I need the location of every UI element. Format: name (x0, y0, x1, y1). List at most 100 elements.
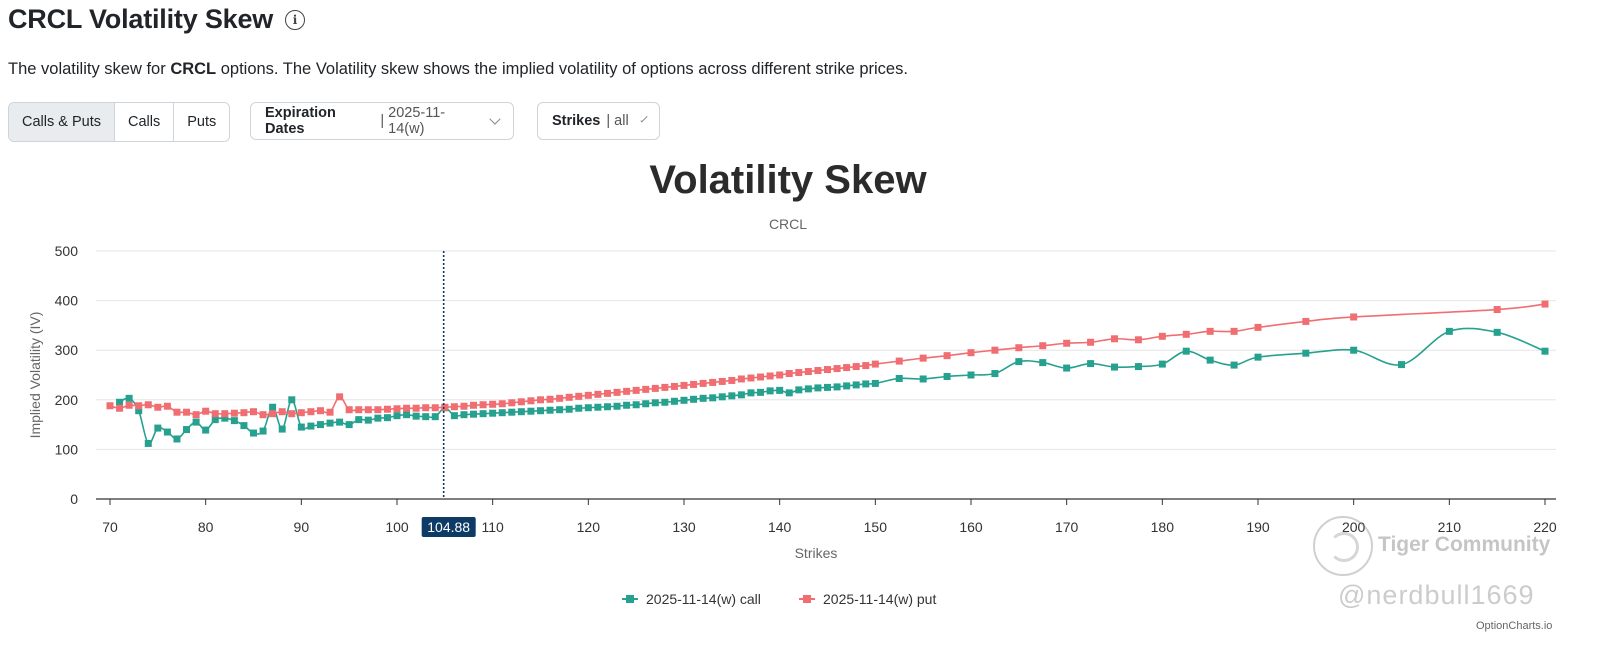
data-point[interactable] (297, 409, 305, 417)
data-point[interactable] (661, 383, 669, 391)
data-point[interactable] (804, 385, 812, 393)
data-point[interactable] (422, 413, 430, 421)
data-point[interactable] (364, 406, 372, 414)
strikes-dropdown[interactable]: Strikes | all (537, 102, 660, 140)
data-point[interactable] (824, 383, 831, 391)
data-point[interactable] (1015, 358, 1023, 366)
data-point[interactable] (431, 413, 439, 421)
data-point[interactable] (556, 406, 564, 414)
data-point[interactable] (288, 396, 296, 404)
data-point[interactable] (1541, 347, 1549, 355)
data-point[interactable] (450, 403, 458, 411)
data-point[interactable] (144, 401, 152, 409)
data-point[interactable] (546, 406, 554, 414)
data-point[interactable] (766, 387, 774, 395)
data-point[interactable] (565, 405, 573, 413)
data-point[interactable] (843, 382, 851, 390)
data-point[interactable] (460, 402, 468, 410)
data-point[interactable] (804, 368, 812, 376)
data-point[interactable] (135, 402, 143, 410)
data-point[interactable] (1350, 313, 1358, 321)
data-point[interactable] (183, 426, 191, 434)
data-point[interactable] (1063, 364, 1071, 372)
data-point[interactable] (814, 384, 822, 392)
data-point[interactable] (211, 416, 219, 424)
data-point[interactable] (1206, 356, 1214, 364)
data-point[interactable] (862, 380, 870, 388)
data-point[interactable] (852, 381, 860, 389)
data-point[interactable] (1206, 327, 1214, 335)
data-point[interactable] (852, 363, 860, 371)
data-point[interactable] (336, 393, 344, 401)
data-point[interactable] (537, 396, 544, 404)
data-point[interactable] (1039, 342, 1047, 350)
calls-button[interactable]: Calls (114, 103, 175, 141)
data-point[interactable] (632, 386, 640, 394)
data-point[interactable] (785, 370, 793, 378)
data-point[interactable] (709, 394, 717, 402)
data-point[interactable] (470, 401, 478, 409)
data-point[interactable] (623, 387, 631, 395)
data-point[interactable] (776, 371, 784, 379)
data-point[interactable] (460, 411, 468, 419)
data-point[interactable] (814, 367, 822, 375)
data-point[interactable] (737, 375, 745, 383)
data-point[interactable] (326, 408, 334, 416)
data-point[interactable] (757, 388, 765, 396)
data-point[interactable] (374, 414, 382, 422)
data-point[interactable] (862, 362, 870, 370)
data-point[interactable] (766, 372, 774, 380)
data-point[interactable] (747, 389, 755, 397)
data-point[interactable] (259, 411, 267, 419)
data-point[interactable] (316, 407, 324, 415)
data-point[interactable] (718, 393, 726, 401)
data-point[interactable] (613, 402, 621, 410)
data-point[interactable] (795, 386, 803, 394)
expiration-dates-dropdown[interactable]: Expiration Dates | 2025-11-14(w) (250, 102, 514, 140)
data-point[interactable] (1230, 327, 1238, 335)
legend-item-put[interactable]: 2025-11-14(w) put (799, 591, 936, 607)
data-point[interactable] (355, 406, 363, 414)
data-point[interactable] (479, 401, 487, 409)
data-point[interactable] (288, 410, 296, 418)
data-point[interactable] (479, 410, 487, 418)
data-point[interactable] (718, 377, 726, 385)
data-point[interactable] (106, 402, 114, 410)
data-point[interactable] (623, 401, 631, 409)
data-point[interactable] (1254, 323, 1262, 331)
data-point[interactable] (422, 404, 430, 412)
data-point[interactable] (489, 400, 497, 408)
data-point[interactable] (594, 403, 602, 411)
data-point[interactable] (221, 410, 229, 418)
data-point[interactable] (355, 416, 363, 424)
data-point[interactable] (967, 349, 975, 357)
data-point[interactable] (603, 403, 611, 411)
data-point[interactable] (250, 408, 257, 416)
data-point[interactable] (154, 403, 162, 411)
data-point[interactable] (498, 400, 506, 408)
data-point[interactable] (603, 389, 611, 397)
data-point[interactable] (1541, 300, 1549, 308)
data-point[interactable] (833, 365, 841, 373)
data-point[interactable] (412, 412, 420, 420)
data-point[interactable] (125, 401, 133, 409)
data-point[interactable] (1493, 306, 1501, 314)
data-point[interactable] (307, 422, 315, 430)
data-point[interactable] (393, 412, 401, 420)
data-point[interactable] (1158, 332, 1166, 340)
data-point[interactable] (489, 409, 497, 417)
data-point[interactable] (728, 392, 736, 400)
data-point[interactable] (642, 400, 650, 408)
data-point[interactable] (173, 435, 181, 443)
data-point[interactable] (1493, 328, 1501, 336)
data-point[interactable] (269, 410, 277, 418)
data-point[interactable] (1445, 327, 1453, 335)
data-point[interactable] (517, 408, 525, 416)
data-point[interactable] (125, 394, 133, 402)
data-point[interactable] (967, 371, 975, 379)
data-point[interactable] (259, 427, 267, 435)
data-point[interactable] (584, 391, 592, 399)
data-point[interactable] (1182, 347, 1190, 355)
data-point[interactable] (403, 404, 411, 412)
data-point[interactable] (230, 417, 238, 425)
